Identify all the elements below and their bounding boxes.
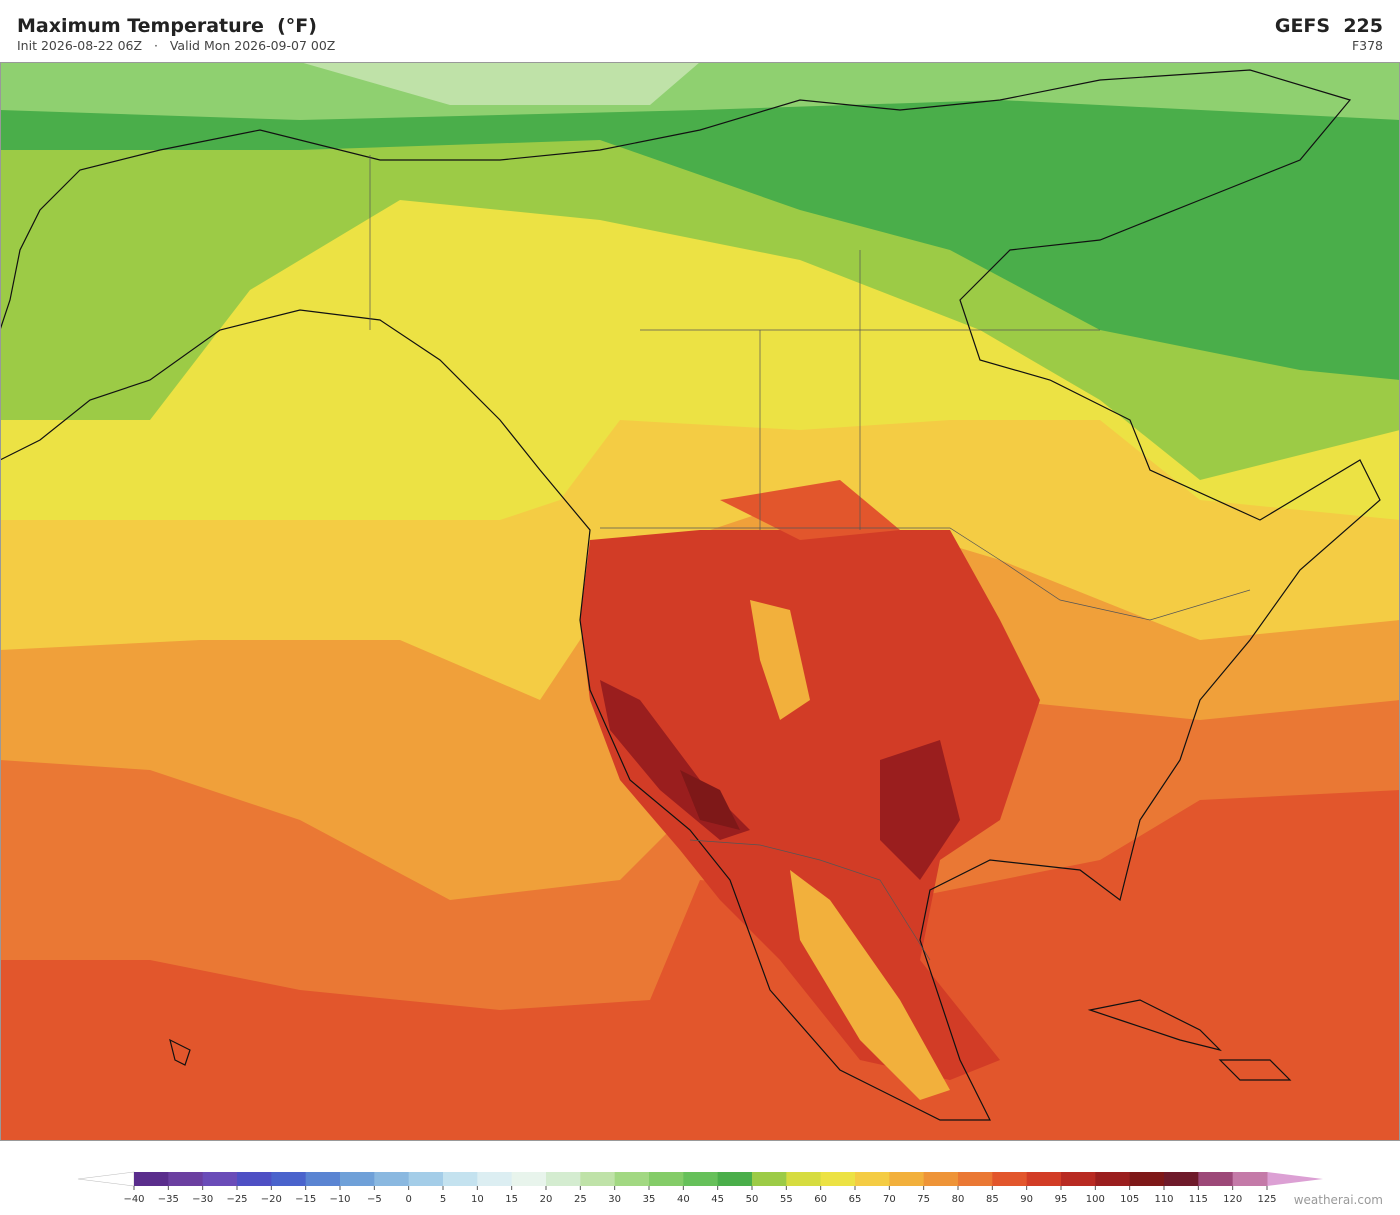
colorbar-tick-label: 5 xyxy=(440,1194,446,1205)
colorbar-swatch xyxy=(1026,1172,1062,1186)
colorbar-tick-label: −35 xyxy=(158,1194,179,1205)
colorbar-swatch xyxy=(855,1172,890,1186)
coastlines xyxy=(0,69,1381,1121)
colorbar-tick-label: 50 xyxy=(746,1194,759,1205)
borders xyxy=(369,155,1251,961)
colorbar-swatch xyxy=(1129,1172,1165,1186)
colorbar-tick-label: −40 xyxy=(123,1194,144,1205)
watermark: weatherai.com xyxy=(1293,1193,1383,1207)
colorbar-tick-label: 55 xyxy=(780,1194,793,1205)
temperature-field xyxy=(0,62,1400,1140)
colorbar-swatch xyxy=(374,1172,410,1186)
colorbar-swatch xyxy=(1232,1172,1268,1186)
colorbar-tick-label: 120 xyxy=(1223,1194,1242,1205)
colorbar-tick-label: 95 xyxy=(1055,1194,1068,1205)
colorbar-swatch xyxy=(1095,1172,1131,1186)
colorbar-tick-label: −5 xyxy=(367,1194,382,1205)
colorbar-swatch xyxy=(546,1172,581,1186)
title: Maximum Temperature (°F) xyxy=(17,15,317,37)
colorbar-tick-label: 65 xyxy=(849,1194,862,1205)
forecast-hour: F378 xyxy=(1351,38,1383,53)
colorbar-swatch xyxy=(511,1172,547,1186)
colorbar-tick-label: −25 xyxy=(226,1194,247,1205)
colorbar-tick-label: 40 xyxy=(677,1194,690,1205)
colorbar-swatch xyxy=(614,1172,650,1186)
colorbar-tick-label: 45 xyxy=(711,1194,724,1205)
colorbar-tick-label: 90 xyxy=(1020,1194,1033,1205)
colorbar-tick-label: 110 xyxy=(1154,1194,1173,1205)
colorbar-tick-label: 10 xyxy=(471,1194,484,1205)
colorbar-swatch xyxy=(1061,1172,1096,1186)
colorbar-swatch xyxy=(305,1172,341,1186)
colorbar-swatch xyxy=(752,1172,787,1186)
colorbar-swatch xyxy=(889,1172,925,1186)
colorbar-tick-label: 115 xyxy=(1189,1194,1208,1205)
colorbar-swatch xyxy=(786,1172,822,1186)
colorbar-swatch xyxy=(134,1172,169,1186)
colorbar-swatch xyxy=(992,1172,1028,1186)
colorbar-swatch xyxy=(477,1172,513,1186)
colorbar-tick-label: −10 xyxy=(329,1194,350,1205)
colorbar-tick-label: 100 xyxy=(1086,1194,1105,1205)
colorbar-tick-label: 0 xyxy=(405,1194,411,1205)
colorbar-tick-label: −20 xyxy=(261,1194,282,1205)
colorbar-tick-label: 80 xyxy=(952,1194,965,1205)
colorbar-tick-label: 70 xyxy=(883,1194,896,1205)
colorbar-swatch xyxy=(958,1172,993,1186)
colorbar-swatch xyxy=(1198,1172,1234,1186)
colorbar-tick-label: 15 xyxy=(505,1194,518,1205)
colorbar-tick-label: −30 xyxy=(192,1194,213,1205)
colorbar-swatch xyxy=(923,1172,959,1186)
colorbar-swatch xyxy=(580,1172,616,1186)
colorbar-swatch xyxy=(271,1172,307,1186)
colorbar-swatch xyxy=(443,1172,478,1186)
colorbar-over xyxy=(1267,1172,1323,1186)
colorbar-swatch xyxy=(820,1172,856,1186)
colorbar-swatch xyxy=(1164,1172,1199,1186)
colorbar-swatch xyxy=(683,1172,719,1186)
colorbar-under xyxy=(77,1171,135,1187)
colorbar-swatch xyxy=(649,1172,684,1186)
colorbar-tick-label: 75 xyxy=(917,1194,930,1205)
colorbar-swatch xyxy=(408,1172,444,1186)
colorbar-tick-label: 105 xyxy=(1120,1194,1139,1205)
colorbar-swatch xyxy=(340,1172,375,1186)
model-label: GEFS 225 xyxy=(1274,15,1383,37)
colorbar-tick-label: −15 xyxy=(295,1194,316,1205)
subtitle: Init 2026-08-22 06Z · Valid Mon 2026-09-… xyxy=(17,38,336,53)
colorbar-swatch xyxy=(717,1172,753,1186)
colorbar-tick-label: 20 xyxy=(540,1194,553,1205)
colorbar-swatch xyxy=(202,1172,238,1186)
colorbar-tick-label: 30 xyxy=(608,1194,621,1205)
colorbar-tick-label: 25 xyxy=(574,1194,587,1205)
colorbar-tick-label: 60 xyxy=(814,1194,827,1205)
colorbar-swatch xyxy=(237,1172,272,1186)
colorbar-swatch xyxy=(168,1172,204,1186)
colorbar-tick-label: 35 xyxy=(643,1194,656,1205)
colorbar-tick-label: 125 xyxy=(1257,1194,1276,1205)
colorbar-tick-label: 85 xyxy=(986,1194,999,1205)
